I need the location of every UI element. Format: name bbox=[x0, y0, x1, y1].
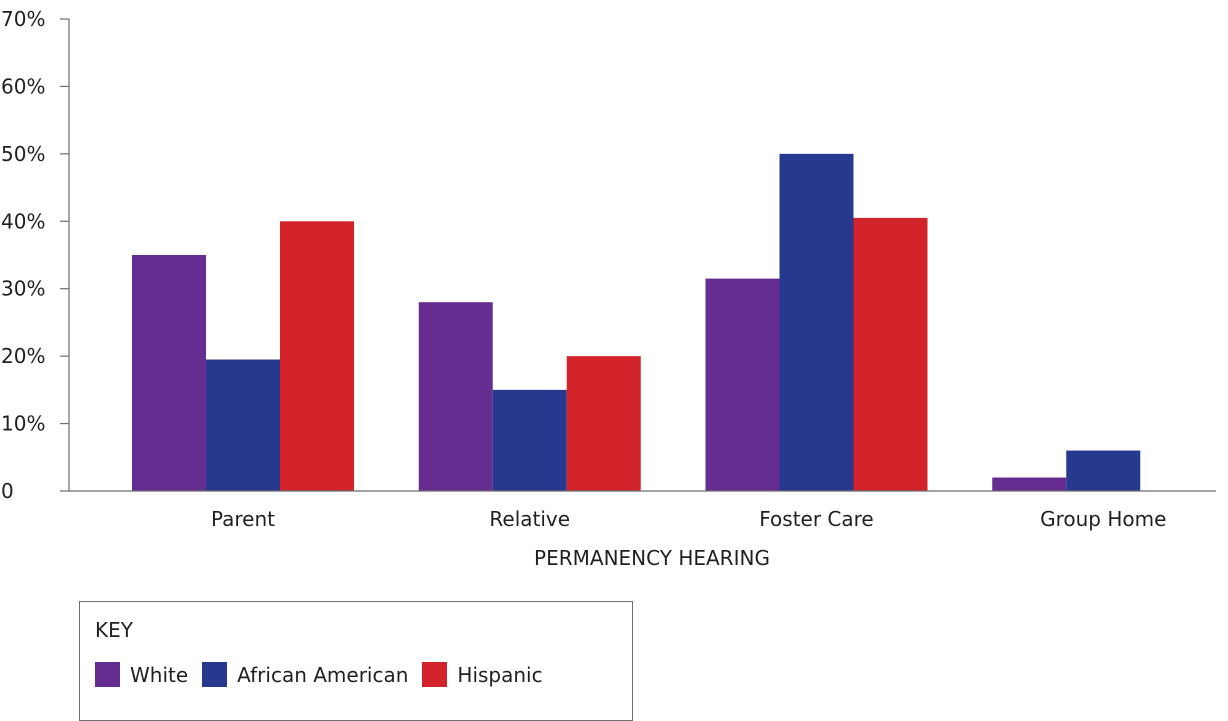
x-tick-label: Parent bbox=[211, 507, 275, 531]
y-tick-label: 40% bbox=[1, 209, 45, 233]
y-tick-label: 70% bbox=[1, 7, 45, 31]
y-tick-label: 20% bbox=[1, 344, 45, 368]
bar-hispanic-parent bbox=[280, 221, 354, 492]
legend-label: White bbox=[130, 662, 189, 687]
legend-swatch bbox=[202, 662, 228, 687]
legend-item: Hispanic bbox=[422, 662, 543, 687]
bar-white-relative bbox=[418, 302, 493, 491]
x-tick-label: Foster Care bbox=[759, 507, 873, 531]
legend-item: White bbox=[95, 662, 188, 687]
y-tick-label: 0 bbox=[1, 479, 14, 503]
x-axis: Parent Relative Foster Care Group Home bbox=[69, 490, 1216, 531]
bar-white-parent bbox=[132, 255, 206, 491]
y-tick-label: 50% bbox=[1, 142, 45, 166]
x-axis-title: PERMANENCY HEARING bbox=[534, 546, 770, 570]
legend-swatch bbox=[422, 662, 448, 687]
legend-items: White African American Hispanic bbox=[95, 662, 557, 687]
bar-white-group-home bbox=[992, 477, 1067, 491]
legend-label: Hispanic bbox=[457, 662, 543, 687]
legend-item: African American bbox=[202, 662, 408, 687]
bar-african-american-foster-care bbox=[779, 153, 854, 491]
bars bbox=[132, 153, 1141, 492]
bar-white-foster-care bbox=[705, 278, 780, 491]
y-axis: 0 10% 20% 30% 40% 50% 60% 70% bbox=[1, 7, 70, 503]
legend-title: KEY bbox=[95, 618, 133, 642]
bar-african-american-group-home bbox=[1066, 450, 1141, 491]
y-tick-label: 30% bbox=[1, 277, 45, 301]
x-tick-label: Group Home bbox=[1040, 507, 1166, 531]
legend: KEY White African American Hispanic bbox=[79, 601, 633, 721]
legend-swatch bbox=[95, 662, 120, 687]
y-tick-label: 60% bbox=[1, 74, 45, 98]
bar-chart: 0 10% 20% 30% 40% 50% 60% 70% Parent Relative Fos… bbox=[1, 7, 1216, 570]
y-tick-label: 10% bbox=[1, 412, 45, 436]
x-tick-label: Relative bbox=[489, 507, 570, 531]
bar-hispanic-foster-care bbox=[853, 217, 928, 491]
bar-hispanic-relative bbox=[566, 356, 641, 491]
bar-african-american-parent bbox=[206, 359, 280, 491]
bar-african-american-relative bbox=[492, 389, 567, 491]
legend-label: African American bbox=[237, 662, 409, 687]
